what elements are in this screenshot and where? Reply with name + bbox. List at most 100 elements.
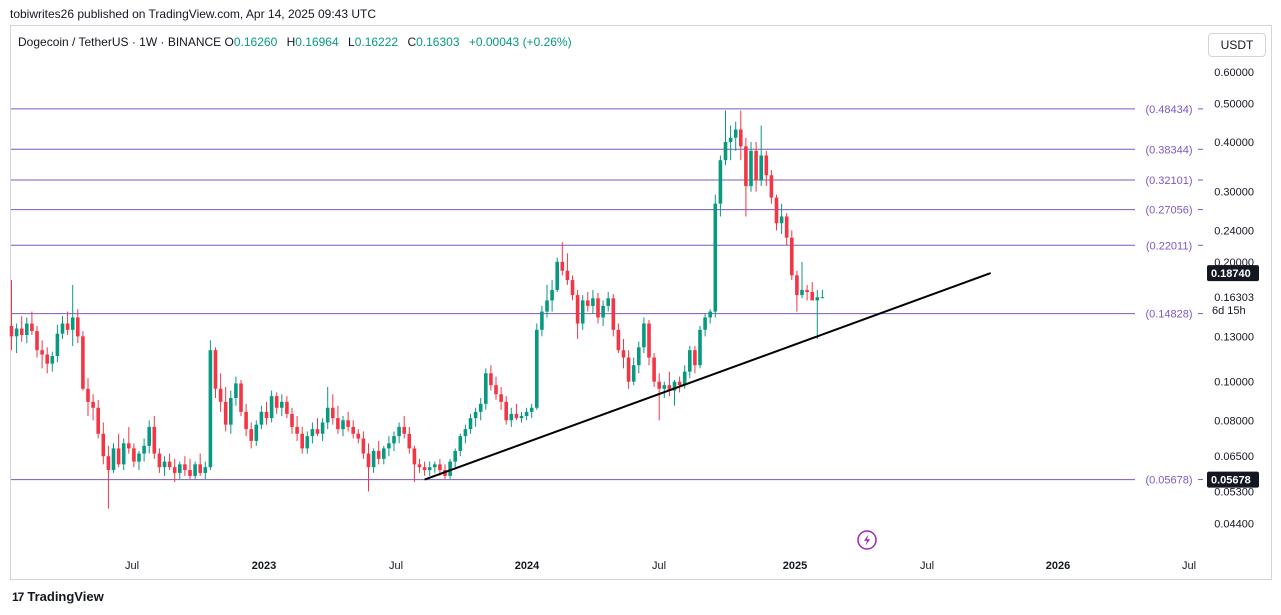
candle-body (356, 433, 361, 439)
y-tick-label: 0.04400 (1214, 519, 1254, 531)
candle-body (606, 298, 610, 306)
candle-body (274, 396, 279, 408)
y-axis[interactable]: 0.600000.500000.400000.300000.240000.200… (1212, 67, 1254, 531)
candle-body (580, 300, 585, 324)
candle-body (397, 426, 401, 437)
symbol-label[interactable]: Dogecoin / TetherUS · 1W · BINANCE (18, 35, 222, 49)
candle-body (739, 129, 743, 147)
candle-body (688, 350, 692, 372)
candle-body (35, 331, 39, 351)
y-tick-label: 0.24000 (1214, 225, 1254, 237)
high-label: H (286, 35, 296, 49)
candle-body (152, 426, 157, 454)
candle-body (652, 357, 656, 382)
fib-level-label: (0.27056) (1145, 205, 1192, 217)
y-tick-label: 0.13000 (1214, 331, 1254, 343)
candle-body (642, 323, 646, 348)
candle-body (137, 453, 141, 462)
candle-body (621, 350, 626, 358)
countdown-label: 6d 15h (1212, 305, 1246, 317)
brand-name: TradingView (27, 589, 104, 604)
tradingview-brand[interactable]: 17 TradingView (12, 589, 104, 604)
candle-body (325, 407, 330, 423)
candle-body (127, 443, 131, 449)
candle-body (14, 328, 19, 337)
candle-body (320, 422, 325, 434)
candle-body (555, 261, 559, 290)
fib-level-label: (0.14828) (1145, 309, 1192, 321)
candle-body (30, 323, 34, 332)
x-tick-label: Jul (652, 560, 666, 572)
candle-body (795, 275, 799, 296)
candle-body (193, 464, 197, 476)
candle-body (647, 323, 651, 358)
candle-body (65, 323, 70, 330)
candle-body (412, 448, 417, 465)
candle-body (764, 155, 769, 176)
candle-body (626, 357, 631, 382)
candle-body (698, 329, 702, 366)
flash-icon[interactable] (857, 530, 877, 550)
candle-body (402, 426, 406, 434)
tradingview-logo-icon: 17 (12, 590, 24, 604)
candle-body (106, 456, 111, 471)
candle-body (815, 297, 820, 301)
candle-body (749, 150, 753, 187)
candle-body (101, 433, 106, 457)
candle-body (468, 418, 473, 430)
y-tick-label: 0.10000 (1214, 377, 1254, 389)
candle-body (422, 467, 427, 471)
candle-body (677, 381, 682, 386)
candle-body (310, 429, 315, 437)
candle-body (463, 429, 468, 437)
candle-body (111, 448, 116, 471)
fib-level-label: (0.22011) (1146, 240, 1192, 252)
candle-body (239, 383, 243, 412)
candle-body (341, 420, 345, 430)
candle-body (366, 453, 371, 468)
candle-body (790, 237, 794, 276)
y-tick-label: 0.16303 (1214, 292, 1254, 304)
candle-body (382, 448, 386, 459)
trendline[interactable] (424, 272, 992, 481)
candle-body (9, 326, 14, 337)
candle-body (142, 445, 146, 454)
candle-body (25, 323, 29, 336)
candle-body (744, 146, 748, 187)
close-label: C (407, 35, 417, 49)
candle-body (203, 467, 208, 473)
open-label: O (224, 35, 234, 49)
candle-body (121, 443, 126, 465)
candle-body (76, 317, 80, 337)
candle-body (728, 137, 733, 142)
candle-body (285, 401, 289, 414)
candle-body (331, 407, 335, 419)
candle-body (800, 289, 804, 296)
currency-button[interactable]: USDT (1208, 33, 1266, 57)
price-tag (1207, 265, 1259, 282)
candle-body (264, 411, 269, 419)
x-axis[interactable]: Jul 2023 Jul 2024 Jul 2025 Jul 2026 Jul (125, 560, 1196, 572)
candle-body (387, 443, 391, 449)
candle-body (672, 381, 677, 391)
ohlc-legend: Dogecoin / TetherUS · 1W · BINANCE O0.16… (18, 35, 578, 49)
candle-body (591, 298, 595, 306)
price-tag-label: 0.18740 (1211, 268, 1251, 280)
candle-body (545, 300, 549, 312)
candle-body (234, 383, 238, 399)
candle-body (754, 150, 758, 181)
x-tick-label: 2023 (252, 560, 276, 572)
candle-body (45, 354, 49, 364)
candle-body (269, 396, 274, 419)
y-tick-label: 0.40000 (1214, 137, 1254, 149)
candle-body (81, 336, 85, 389)
candle-body (392, 436, 396, 444)
candle-body (157, 453, 162, 468)
candle-body (733, 129, 738, 138)
candle-body (713, 203, 718, 312)
candle-body (40, 350, 44, 355)
candle-body (162, 461, 167, 468)
candle-body (336, 418, 340, 430)
candle-body (371, 450, 376, 468)
